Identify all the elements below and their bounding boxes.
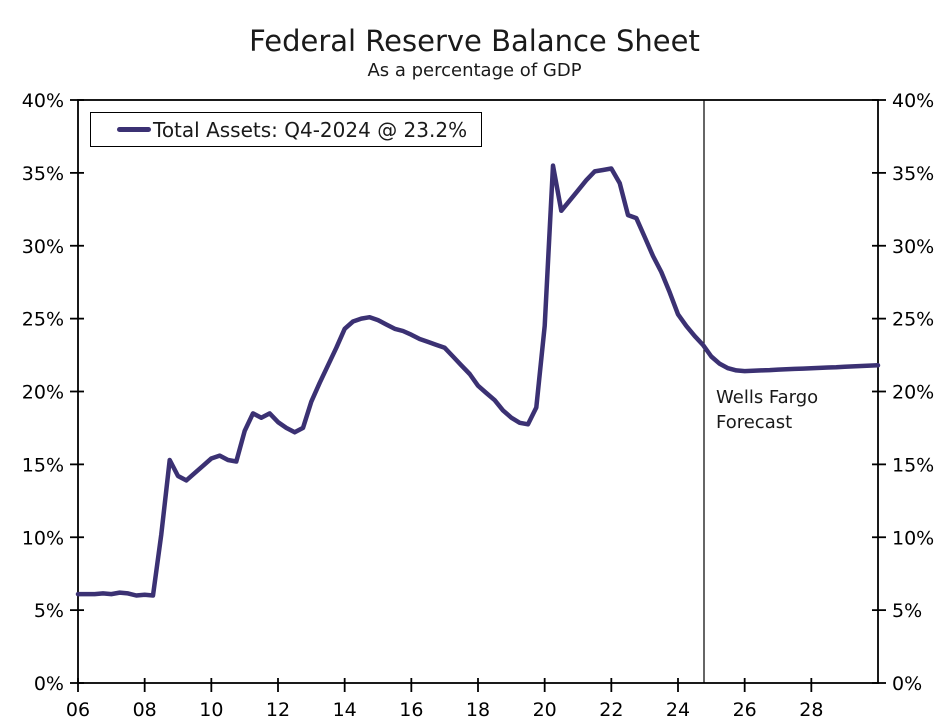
x-axis-label: 06 <box>66 699 90 721</box>
x-axis-label: 24 <box>666 699 690 721</box>
y-axis-label-left: 40% <box>22 90 64 112</box>
legend-label: Total Assets: Q4-2024 @ 23.2% <box>153 117 468 142</box>
y-axis-label-left: 25% <box>22 309 64 331</box>
y-axis-label-right: 5% <box>892 600 922 622</box>
y-axis-label-right: 15% <box>892 454 934 476</box>
chart-title: Federal Reserve Balance Sheet <box>249 24 700 58</box>
forecast-annotation-line2: Forecast <box>716 412 793 433</box>
y-axis-label-left: 20% <box>22 382 64 404</box>
x-axis-label: 26 <box>733 699 757 721</box>
legend-line-icon <box>117 127 151 132</box>
forecast-annotation-line1: Wells Fargo <box>716 387 819 408</box>
x-axis-label: 14 <box>333 699 357 721</box>
x-axis-label: 28 <box>799 699 823 721</box>
x-axis-label: 08 <box>133 699 157 721</box>
y-axis-label-right: 35% <box>892 163 934 185</box>
y-axis-label-right: 40% <box>892 90 934 112</box>
y-axis-label-left: 35% <box>22 163 64 185</box>
y-axis-label-left: 15% <box>22 454 64 476</box>
legend: Total Assets: Q4-2024 @ 23.2% <box>90 112 483 147</box>
x-axis-label: 20 <box>533 699 557 721</box>
y-axis-label-left: 10% <box>22 527 64 549</box>
y-axis-label-right: 10% <box>892 527 934 549</box>
x-axis-label: 22 <box>599 699 623 721</box>
y-axis-label-right: 30% <box>892 236 934 258</box>
chart-subtitle: As a percentage of GDP <box>367 60 582 81</box>
y-axis-label-left: 30% <box>22 236 64 258</box>
x-axis-label: 16 <box>399 699 423 721</box>
y-axis-label-left: 5% <box>34 600 64 622</box>
y-axis-label-left: 0% <box>34 673 64 695</box>
y-axis-label-right: 20% <box>892 382 934 404</box>
x-axis-label: 18 <box>466 699 490 721</box>
total-assets-series-line <box>75 163 881 598</box>
forecast-annotation: Wells Fargo Forecast <box>716 385 818 435</box>
x-axis-label: 12 <box>266 699 290 721</box>
y-axis-label-right: 0% <box>892 673 922 695</box>
x-axis-label: 10 <box>199 699 223 721</box>
y-axis-label-right: 25% <box>892 309 934 331</box>
